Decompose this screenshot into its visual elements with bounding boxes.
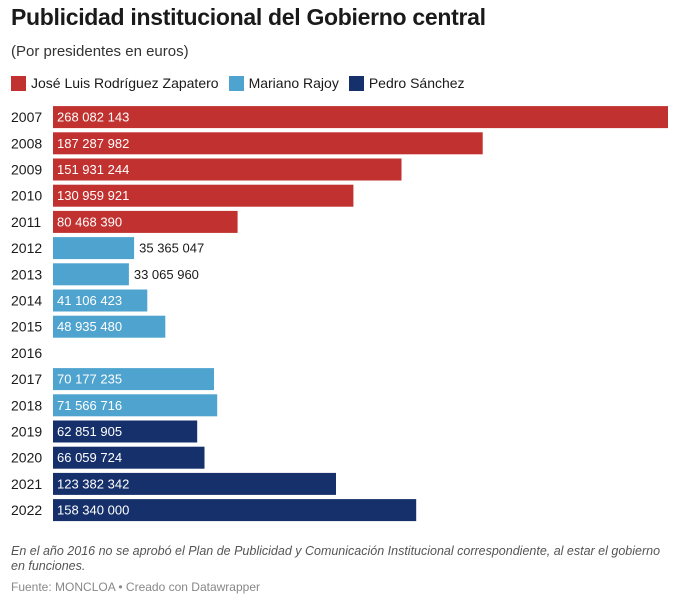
legend-item-zapatero: José Luis Rodríguez Zapatero	[11, 75, 219, 91]
data-label-2009: 151 931 244	[57, 162, 129, 177]
y-tick-label-2009: 2009	[11, 162, 42, 178]
data-label-2011: 80 468 390	[57, 214, 122, 229]
bar-2009	[53, 158, 402, 181]
bar-2020	[53, 446, 205, 469]
y-tick-label-2014: 2014	[11, 293, 42, 309]
legend-label-rajoy: Mariano Rajoy	[248, 75, 339, 91]
legend-label-sanchez: Pedro Sánchez	[368, 75, 465, 91]
data-label-2022: 158 340 000	[57, 503, 129, 518]
chart-title: Publicidad institucional del Gobierno ce…	[11, 4, 486, 30]
bar-2021	[53, 472, 336, 495]
chart-legend: José Luis Rodríguez Zapatero Mariano Raj…	[11, 74, 465, 92]
bar-2019	[53, 420, 198, 443]
bar-2007	[53, 106, 668, 129]
data-label-2015: 48 935 480	[57, 319, 122, 334]
y-tick-label-2018: 2018	[11, 397, 42, 413]
data-label-2019: 62 851 905	[57, 424, 122, 439]
data-label-2013: 33 065 960	[134, 267, 199, 282]
bar-2017	[53, 368, 214, 391]
data-label-2018: 71 566 716	[57, 398, 122, 413]
bar-2011	[53, 210, 238, 233]
legend-swatch-zapatero	[11, 75, 26, 91]
data-label-2012: 35 365 047	[139, 241, 204, 256]
y-tick-label-2016: 2016	[11, 345, 42, 361]
bar-2015	[53, 315, 166, 338]
y-tick-label-2012: 2012	[11, 240, 42, 256]
data-label-2014: 41 106 423	[57, 293, 122, 308]
bar-2022	[53, 499, 417, 522]
y-tick-label-2020: 2020	[11, 450, 42, 466]
data-label-2021: 123 382 342	[57, 476, 129, 491]
legend-swatch-rajoy	[228, 75, 244, 91]
bar-2014	[53, 289, 148, 312]
bar-2008	[53, 132, 483, 155]
y-tick-label-2007: 2007	[11, 109, 42, 125]
bar-2018	[53, 394, 218, 417]
y-tick-label-2010: 2010	[11, 188, 42, 204]
y-tick-label-2015: 2015	[11, 319, 42, 335]
chart-note: En el año 2016 no se aprobó el Plan de P…	[11, 544, 661, 573]
data-label-2008: 187 287 982	[57, 136, 129, 151]
legend-item-rajoy: Mariano Rajoy	[228, 75, 339, 91]
y-tick-label-2017: 2017	[11, 371, 42, 387]
y-tick-label-2008: 2008	[11, 135, 42, 151]
bar-2012	[53, 237, 135, 260]
chart-subtitle: (Por presidentes en euros)	[11, 43, 189, 60]
bar-2010	[53, 184, 354, 207]
legend-swatch-sanchez	[348, 75, 364, 91]
bar-2013	[53, 263, 129, 286]
y-tick-label-2013: 2013	[11, 266, 42, 282]
data-label-2020: 66 059 724	[57, 450, 122, 465]
data-label-2017: 70 177 235	[57, 372, 122, 387]
y-tick-label-2019: 2019	[11, 424, 42, 440]
legend-item-sanchez: Pedro Sánchez	[348, 75, 465, 91]
data-label-2010: 130 959 921	[57, 188, 129, 203]
y-tick-label-2011: 2011	[11, 214, 41, 230]
chart-source: Fuente: MONCLOA • Creado con Datawrapper	[11, 580, 260, 594]
y-tick-label-2022: 2022	[11, 502, 42, 518]
legend-label-zapatero: José Luis Rodríguez Zapatero	[31, 75, 219, 91]
data-label-2007: 268 082 143	[57, 110, 129, 125]
y-tick-label-2021: 2021	[11, 476, 42, 492]
